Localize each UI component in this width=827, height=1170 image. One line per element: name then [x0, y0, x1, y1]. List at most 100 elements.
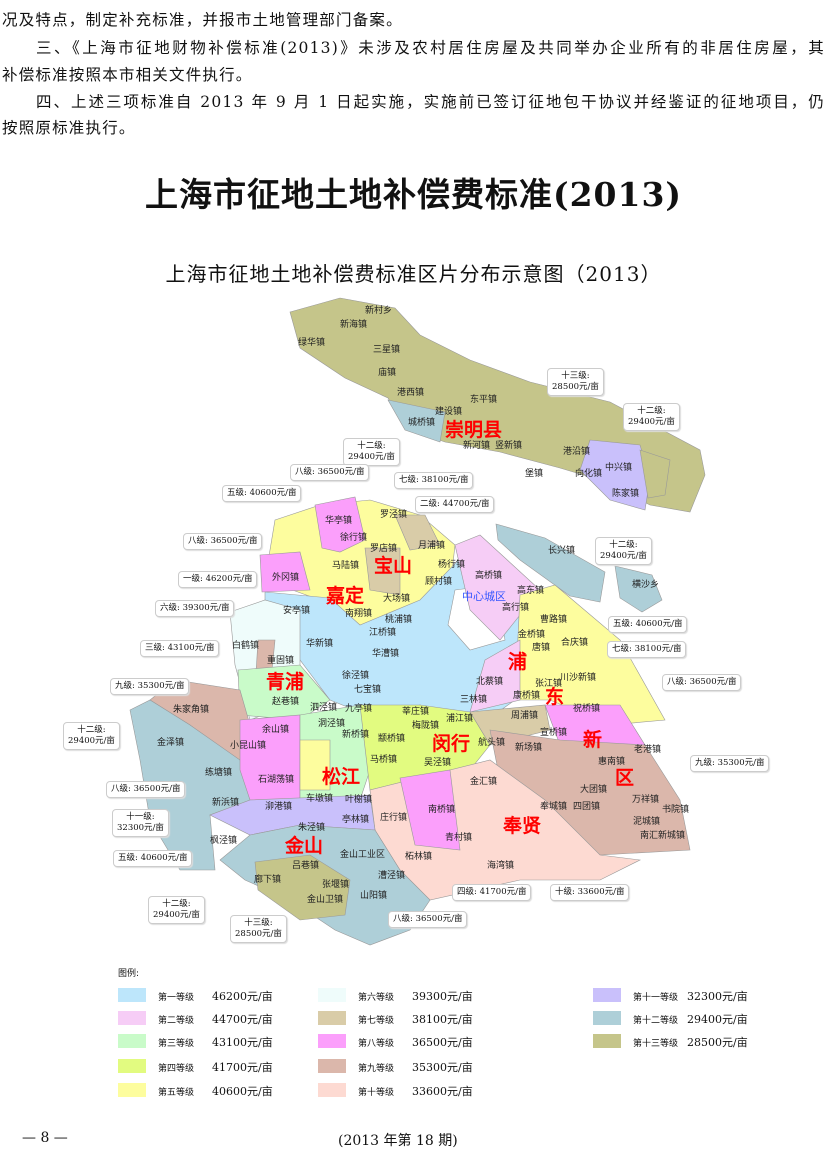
legend-price: 29400元/亩 [687, 1013, 748, 1026]
district-label: 青浦 [266, 670, 304, 693]
legend-label: 第三等级 [158, 1039, 195, 1049]
legend-swatch [593, 988, 621, 1002]
legend-label: 第十二等级 [633, 1016, 679, 1026]
legend-swatch [118, 1083, 146, 1097]
legend-swatch [593, 1011, 621, 1025]
callout-level: 八级: [393, 914, 413, 924]
town-label: 洞泾镇 [318, 717, 345, 729]
callout-price: 29400元/亩 [628, 417, 675, 427]
callout-level: 五级: [118, 853, 138, 863]
town-label: 万祥镇 [632, 793, 659, 805]
zone-price-callout: 五级: 40600元/亩 [113, 850, 193, 867]
legend-price: 38100元/亩 [412, 1013, 473, 1026]
callout-level: 八级: [667, 677, 687, 687]
town-label: 白鹤镇 [232, 639, 259, 651]
district-label: 浦 [508, 650, 527, 673]
town-label: 绿华镇 [298, 336, 325, 348]
legend-price: 33600元/亩 [412, 1085, 473, 1098]
zone-price-callout: 六级: 39300元/亩 [155, 600, 235, 617]
zone-price-callout: 八级: 36500元/亩 [106, 781, 186, 798]
town-label: 南桥镇 [428, 803, 455, 815]
legend-price: 46200元/亩 [212, 990, 273, 1003]
legend-title: 图例: [118, 969, 140, 979]
callout-price: 36500元/亩 [689, 677, 737, 687]
town-label: 梅陇镇 [412, 719, 439, 731]
legend-price: 32300元/亩 [687, 990, 748, 1003]
town-label: 余山镇 [262, 723, 289, 735]
body-line: 按照原标准执行。 [2, 119, 136, 137]
town-label: 吕巷镇 [292, 859, 319, 871]
town-label: 泥城镇 [633, 815, 660, 827]
body-line: 补偿标准按照本市相关文件执行。 [2, 66, 253, 84]
town-label: 康桥镇 [513, 689, 540, 701]
town-label: 曹路镇 [540, 613, 567, 625]
town-label: 竖新镇 [495, 439, 522, 451]
map-region [469, 639, 521, 713]
town-label: 港西镇 [397, 386, 424, 398]
district-label: 崇明县 [445, 418, 502, 441]
town-label: 马桥镇 [370, 753, 397, 765]
legend-label: 第十三等级 [633, 1039, 679, 1049]
legend-price: 39300元/亩 [412, 990, 473, 1003]
callout-level: 三级: [145, 643, 165, 653]
callout-level: 二级: [420, 499, 440, 509]
town-label: 月浦镇 [418, 539, 445, 551]
town-label: 漕泾镇 [378, 869, 405, 881]
town-label: 华亭镇 [325, 514, 352, 526]
town-label: 罗泾镇 [380, 508, 407, 520]
callout-price: 36500元/亩 [415, 914, 463, 924]
town-label: 桃浦镇 [385, 613, 412, 625]
map-region [394, 514, 441, 551]
map-region [514, 584, 666, 726]
town-label: 徐行镇 [340, 531, 367, 543]
zone-price-callout: 七级: 38100元/亩 [607, 641, 687, 658]
town-label: 港沿镇 [563, 445, 590, 457]
town-label: 山阳镇 [360, 889, 387, 901]
town-label: 惠南镇 [598, 755, 625, 767]
town-label: 城桥镇 [408, 416, 435, 428]
legend-swatch [318, 1059, 346, 1073]
map-region [364, 547, 401, 596]
map-region [495, 523, 606, 603]
legend-label: 第十等级 [358, 1088, 395, 1098]
callout-level: 六级: [160, 603, 180, 613]
body-line: 三、《上海市征地财物补偿标准(2013)》未涉及农村居住房屋及共同举办企业所有的… [36, 39, 825, 57]
town-label: 浦江镇 [446, 712, 473, 724]
legend-price: 28500元/亩 [687, 1036, 748, 1049]
center-city-label: 中心城区 [462, 590, 506, 603]
town-label: 高东镇 [517, 584, 544, 596]
town-label: 宣桥镇 [540, 726, 567, 738]
zone-price-callout: 五级: 40600元/亩 [222, 485, 302, 502]
town-label: 莘庄镇 [402, 705, 429, 717]
town-label: 亭林镇 [342, 813, 369, 825]
callout-price: 36500元/亩 [133, 784, 181, 794]
legend-price: 35300元/亩 [412, 1061, 473, 1074]
callout-price: 35300元/亩 [137, 681, 185, 691]
town-label: 高行镇 [502, 601, 529, 613]
zone-price-callout: 五级: 40600元/亩 [608, 616, 688, 633]
callout-level: 八级: [111, 784, 131, 794]
town-label: 海湾镇 [487, 859, 514, 871]
town-label: 新场镇 [515, 741, 542, 753]
town-label: 徐泾镇 [342, 669, 369, 681]
zone-price-callout: 八级: 36500元/亩 [290, 464, 370, 481]
map-region [314, 496, 366, 553]
callout-price: 40600元/亩 [249, 488, 297, 498]
town-label: 张江镇 [535, 677, 562, 689]
callout-price: 40600元/亩 [635, 619, 683, 629]
zone-price-callout: 十二级: 29400元/亩 [623, 403, 680, 431]
town-label: 庄行镇 [380, 811, 407, 823]
callout-level: 十二级: [162, 899, 191, 909]
town-label: 金山工业区 [340, 848, 385, 860]
legend-swatch [118, 1034, 146, 1048]
town-label: 石湖荡镇 [258, 773, 294, 785]
callout-level: 四级: [457, 887, 477, 897]
town-label: 东平镇 [470, 393, 497, 405]
town-label: 重固镇 [267, 654, 294, 666]
legend-swatch [318, 1083, 346, 1097]
district-label: 嘉定 [325, 584, 364, 607]
callout-price: 40600元/亩 [140, 853, 188, 863]
town-label: 陈家镇 [612, 487, 639, 499]
callout-price: 29400元/亩 [153, 910, 200, 920]
town-label: 南汇新城镇 [640, 829, 685, 841]
